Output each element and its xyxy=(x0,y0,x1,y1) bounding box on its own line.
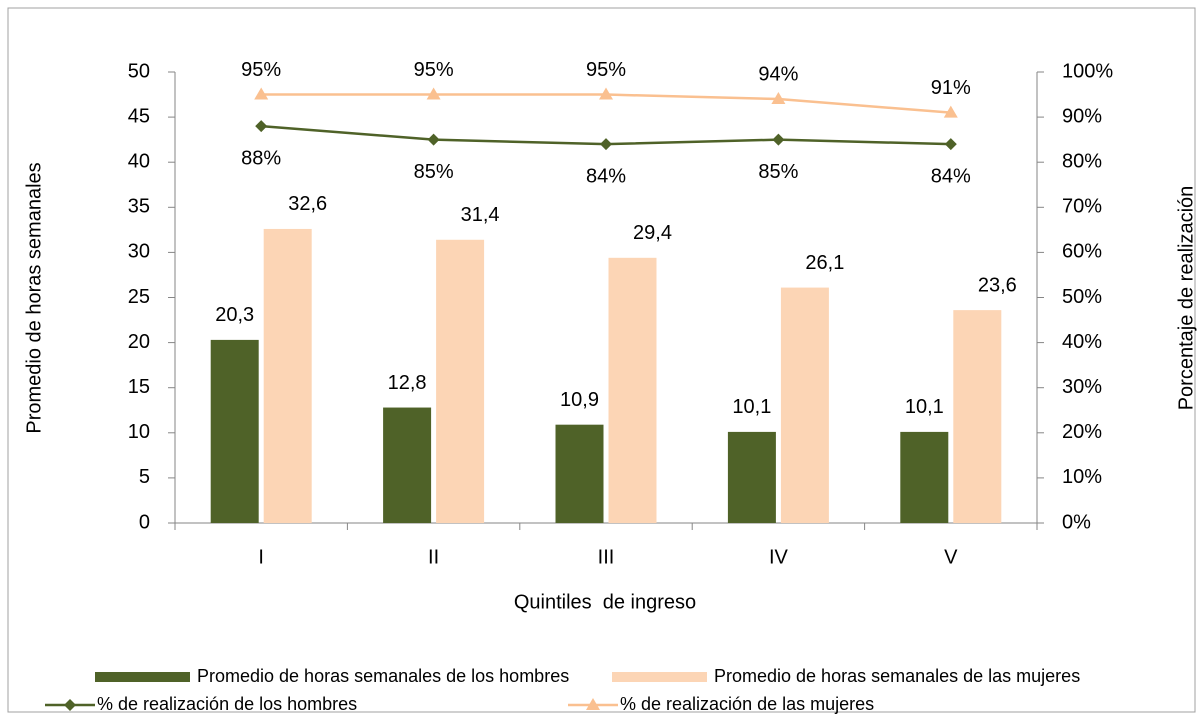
x-tick-label: IV xyxy=(769,546,789,568)
y-tick-label: 10 xyxy=(128,421,150,443)
data-label: 10,1 xyxy=(905,396,944,418)
data-label: 84% xyxy=(931,165,971,187)
bar xyxy=(383,407,432,523)
legend-swatch xyxy=(95,672,190,682)
data-label: 94% xyxy=(758,63,798,85)
legend-label: Promedio de horas semanales de las mujer… xyxy=(714,666,1080,686)
data-label: 31,4 xyxy=(461,204,500,226)
bar xyxy=(608,257,657,523)
line-marker xyxy=(943,105,958,118)
line-marker xyxy=(599,87,613,100)
data-label: 95% xyxy=(241,59,281,81)
data-label: 26,1 xyxy=(805,252,844,274)
x-tick-label: II xyxy=(428,546,439,568)
x-tick-label: V xyxy=(944,546,958,568)
y2-tick-label: 60% xyxy=(1062,241,1102,263)
line-marker xyxy=(600,138,612,151)
y2-tick-label: 20% xyxy=(1062,421,1102,443)
y-tick-label: 45 xyxy=(128,105,150,127)
bar xyxy=(780,287,829,523)
y-tick-label: 0 xyxy=(139,511,150,533)
y-tick-label: 30 xyxy=(128,241,150,263)
data-label: 10,9 xyxy=(560,389,599,411)
line-marker xyxy=(427,133,440,146)
y-tick-label: 25 xyxy=(128,286,150,308)
data-label: 84% xyxy=(586,165,626,187)
y2-tick-label: 10% xyxy=(1062,466,1102,488)
y2-tick-label: 40% xyxy=(1062,331,1102,353)
line-marker xyxy=(772,133,785,146)
data-label: 95% xyxy=(586,59,626,81)
bar xyxy=(953,310,1002,523)
data-label: 29,4 xyxy=(633,222,672,244)
data-label: 12,8 xyxy=(388,372,427,394)
y-tick-label: 40 xyxy=(128,150,150,172)
line-marker xyxy=(944,138,957,151)
legend-label: % de realización de los hombres xyxy=(97,694,357,714)
y2-axis-title: Porcentaje de realización xyxy=(1175,186,1197,411)
legend-label: Promedio de horas semanales de los hombr… xyxy=(197,666,569,686)
bar xyxy=(900,431,949,523)
bar xyxy=(263,228,312,523)
line-marker xyxy=(426,87,441,100)
bar xyxy=(727,431,776,523)
y2-tick-label: 0% xyxy=(1062,511,1091,533)
y-tick-label: 20 xyxy=(128,331,150,353)
data-label: 85% xyxy=(414,161,454,183)
bar xyxy=(210,339,259,523)
x-tick-label: III xyxy=(598,546,615,568)
bar xyxy=(555,424,604,523)
y-tick-label: 15 xyxy=(128,376,150,398)
y2-tick-label: 90% xyxy=(1062,105,1102,127)
x-axis-title: Quintiles de ingreso xyxy=(514,591,696,613)
y-tick-label: 5 xyxy=(139,466,150,488)
line-marker xyxy=(254,87,269,100)
data-label: 23,6 xyxy=(978,274,1017,296)
line-marker xyxy=(255,120,268,133)
data-label: 88% xyxy=(241,147,281,169)
y-axis-title: Promedio de horas semanales xyxy=(23,162,45,433)
y-tick-label: 50 xyxy=(128,60,150,82)
line-marker xyxy=(771,92,786,105)
x-tick-label: I xyxy=(258,546,264,568)
data-label: 95% xyxy=(414,59,454,81)
y2-tick-label: 100% xyxy=(1062,60,1113,82)
data-label: 91% xyxy=(931,77,971,99)
line-marker xyxy=(64,699,76,711)
y-tick-label: 35 xyxy=(128,196,150,218)
line-marker xyxy=(586,698,600,710)
y2-tick-label: 50% xyxy=(1062,286,1102,308)
data-label: 32,6 xyxy=(288,193,327,215)
bar xyxy=(436,239,485,523)
data-label: 20,3 xyxy=(215,304,254,326)
y2-tick-label: 30% xyxy=(1062,376,1102,398)
legend-label: % de realización de las mujeres xyxy=(620,694,874,714)
data-label: 85% xyxy=(758,161,798,183)
y2-tick-label: 80% xyxy=(1062,150,1102,172)
legend-swatch xyxy=(612,672,707,682)
data-label: 10,1 xyxy=(732,396,771,418)
y2-tick-label: 70% xyxy=(1062,196,1102,218)
